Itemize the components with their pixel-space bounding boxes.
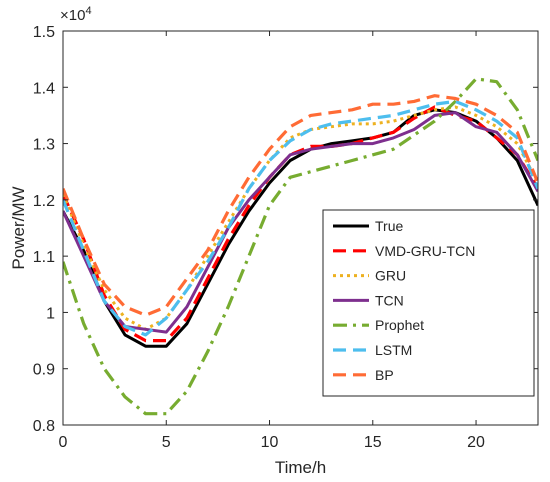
- x-tick-label-4: 20: [467, 434, 485, 451]
- legend-label-2: GRU: [375, 268, 406, 284]
- y-axis-exponent: ×104: [60, 5, 92, 24]
- y-tick-label-4: 1.2: [33, 193, 55, 210]
- series-line-3: [63, 111, 538, 334]
- y-tick-label-2: 1: [46, 305, 55, 322]
- x-tick-label-0: 0: [59, 434, 68, 451]
- y-tick-label-5: 1.3: [33, 137, 55, 154]
- y-tick-label-3: 1.1: [33, 249, 55, 266]
- legend-label-4: Prophet: [375, 317, 424, 333]
- plot-frame: [62, 30, 539, 426]
- legend-label-3: TCN: [375, 292, 404, 308]
- series-layer: [63, 77, 538, 416]
- y-axis-label: Power/MW: [9, 186, 28, 269]
- series-line-4: [63, 77, 538, 416]
- legend-label-1: VMD-GRU-TCN: [375, 243, 475, 259]
- legend: True VMD-GRU-TCN GRU TCN Prophet LSTM BP: [322, 209, 535, 397]
- legend-label-0: True: [375, 218, 403, 234]
- y-tick-label-7: 1.5: [33, 24, 55, 41]
- y-tick-label-1: 0.9: [33, 362, 55, 379]
- x-tick-label-1: 5: [162, 434, 171, 451]
- y-tick-label-0: 0.8: [33, 418, 55, 435]
- series-line-6: [63, 94, 538, 317]
- y-axis-exponent-power: 4: [85, 5, 91, 17]
- series-line-5: [63, 99, 538, 337]
- x-axis-label: Time/h: [275, 458, 326, 477]
- legend-label-6: BP: [375, 367, 394, 383]
- y-axis-exponent-base: ×10: [60, 7, 85, 24]
- y-axis: 0.8 0.9 1 1.1 1.2 1.3 1.4 1.5: [33, 24, 538, 435]
- x-tick-label-2: 10: [261, 434, 279, 451]
- y-tick-label-6: 1.4: [33, 80, 55, 97]
- legend-box: [322, 209, 535, 397]
- x-axis: 0 5 10 15 20: [59, 31, 485, 451]
- legend-label-5: LSTM: [375, 342, 412, 358]
- x-tick-label-3: 15: [364, 434, 382, 451]
